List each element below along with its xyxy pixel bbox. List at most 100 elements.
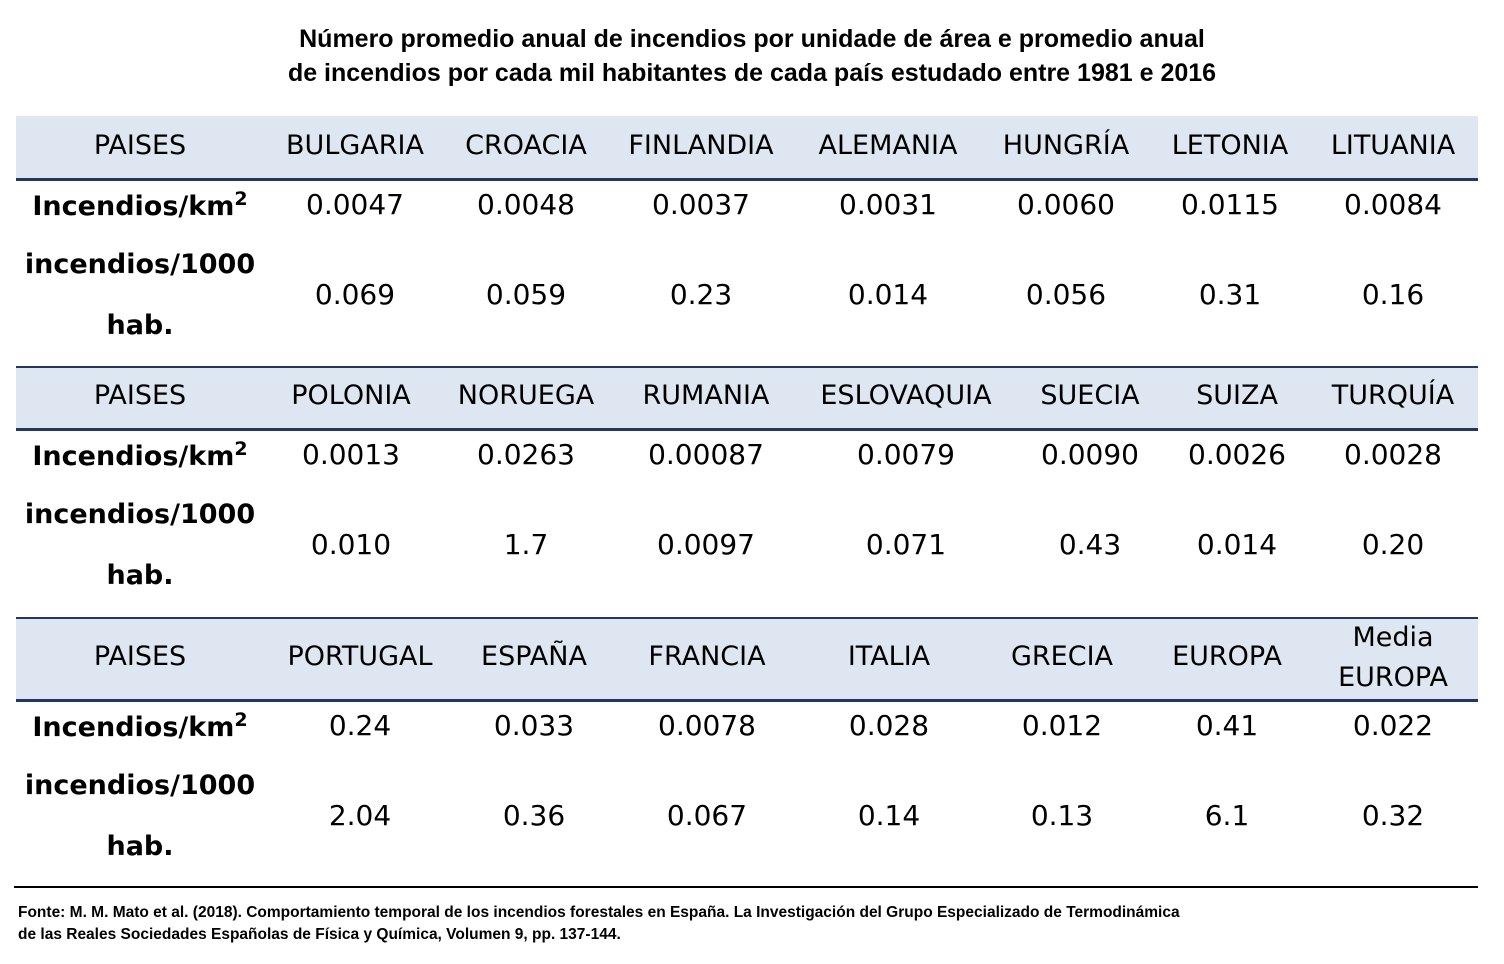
- header-label: PAISES: [93, 380, 187, 411]
- value-per-1000: 0.43: [1058, 528, 1122, 561]
- header-rule: [16, 178, 1478, 181]
- header-rule: [16, 699, 1478, 702]
- block-top-rule: [16, 366, 1478, 368]
- value-per-km2: 0.028: [848, 709, 930, 742]
- value-per-km2: 0.0263: [477, 438, 575, 471]
- bottom-rule: [14, 886, 1478, 888]
- value-per-km2: 0.022: [1352, 709, 1434, 742]
- value-per-1000: 0.067: [666, 799, 748, 832]
- value-per-1000: 0.014: [1196, 528, 1278, 561]
- country-header: HUNGRÍA: [1002, 130, 1130, 161]
- row-label-line: incendios/1000: [24, 770, 256, 801]
- value-per-1000: 0.13: [1030, 799, 1094, 832]
- row-label-line: hab.: [106, 560, 174, 591]
- value-per-1000: 0.32: [1361, 799, 1425, 832]
- row-label-per-1000: incendios/1000 hab.: [10, 484, 270, 606]
- value-per-1000: 1.7: [503, 528, 549, 561]
- source-line-1: Fonte: M. M. Mato et al. (2018). Comport…: [18, 904, 1180, 921]
- source-line-2: de las Reales Sociedades Españolas de Fí…: [18, 926, 621, 943]
- title-line-2: de incendios por cada mil habitantes de …: [287, 59, 1217, 87]
- country-header: BULGARIA: [286, 130, 424, 161]
- country-header: Media EUROPA: [1293, 618, 1493, 698]
- country-header: ESLOVAQUIA: [820, 380, 992, 411]
- country-header: SUIZA: [1196, 380, 1278, 411]
- table-block-3: PAISES PORTUGAL ESPAÑA FRANCIA ITALIA GRECIA E…: [16, 617, 1478, 884]
- value-per-km2: 0.0079: [857, 438, 955, 471]
- value-per-1000: 0.069: [314, 278, 396, 311]
- source-citation: Fonte: M. M. Mato et al. (2018). Comport…: [18, 902, 1180, 946]
- value-per-km2: 0.0013: [302, 438, 400, 471]
- header-label: PAISES: [93, 130, 187, 161]
- value-per-km2: 0.41: [1195, 709, 1259, 742]
- value-per-km2: 0.0115: [1181, 188, 1279, 221]
- country-header: SUECIA: [1040, 380, 1140, 411]
- header-row: [16, 617, 1478, 699]
- country-header: ITALIA: [847, 641, 931, 672]
- value-per-km2: 0.0060: [1017, 188, 1115, 221]
- country-header-part: EUROPA: [1338, 662, 1448, 693]
- country-header: FINLANDIA: [628, 130, 774, 161]
- value-per-km2: 0.0084: [1344, 188, 1442, 221]
- value-per-1000: 0.16: [1361, 278, 1425, 311]
- row-label-text: Incendios/km: [32, 441, 235, 472]
- row-label-per-1000: incendios/1000 hab.: [10, 755, 270, 877]
- value-per-km2: 0.0047: [306, 188, 404, 221]
- value-per-km2: 0.0090: [1041, 438, 1139, 471]
- value-per-1000: 0.36: [502, 799, 566, 832]
- country-header: ALEMANIA: [818, 130, 958, 161]
- table-title: Número promedio anual de incendios por u…: [0, 22, 1504, 90]
- table-block-1: PAISES BULGARIA CROACIA FINLANDIA ALEMANIA HU…: [16, 116, 1478, 363]
- row-label-per-km2: Incendios/km2: [20, 709, 260, 743]
- row-label-line: incendios/1000: [24, 249, 256, 280]
- row-label-text: Incendios/km: [32, 191, 235, 222]
- country-header: RUMANIA: [642, 380, 770, 411]
- value-per-km2: 0.0028: [1344, 438, 1442, 471]
- value-per-km2: 0.012: [1021, 709, 1103, 742]
- header-row: [16, 366, 1478, 428]
- country-header: GRECIA: [1010, 641, 1114, 672]
- header-row: [16, 116, 1478, 178]
- row-label-superscript: 2: [234, 188, 248, 210]
- block-top-rule: [16, 617, 1478, 619]
- country-header: EUROPA: [1172, 641, 1282, 672]
- row-label-line: hab.: [106, 831, 174, 862]
- value-per-km2: 0.0026: [1188, 438, 1286, 471]
- country-header: ESPAÑA: [481, 641, 587, 672]
- value-per-1000: 0.056: [1025, 278, 1107, 311]
- row-label-line: incendios/1000: [24, 499, 256, 530]
- value-per-1000: 0.14: [857, 799, 921, 832]
- table-block-2: PAISES POLONIA NORUEGA RUMANIA ESLOVAQUIA SUE…: [16, 366, 1478, 613]
- value-per-1000: 2.04: [328, 799, 392, 832]
- value-per-km2: 0.00087: [648, 438, 764, 471]
- title-line-1: Número promedio anual de incendios por u…: [299, 25, 1205, 53]
- value-per-km2: 0.033: [493, 709, 575, 742]
- row-label-superscript: 2: [234, 709, 248, 731]
- value-per-km2: 0.0078: [658, 709, 756, 742]
- row-label-per-km2: Incendios/km2: [20, 438, 260, 472]
- country-header: POLONIA: [291, 380, 411, 411]
- value-per-km2: 0.24: [328, 709, 392, 742]
- value-per-1000: 0.014: [847, 278, 929, 311]
- row-label-line: hab.: [106, 310, 174, 341]
- row-label-text: Incendios/km: [32, 712, 235, 743]
- value-per-km2: 0.0031: [839, 188, 937, 221]
- country-header-part: Media: [1352, 622, 1434, 653]
- country-header: LITUANIA: [1330, 130, 1456, 161]
- value-per-1000: 0.010: [310, 528, 392, 561]
- value-per-1000: 0.0097: [657, 528, 755, 561]
- country-header: PORTUGAL: [287, 641, 433, 672]
- country-header: NORUEGA: [457, 380, 595, 411]
- country-header: LETONIA: [1171, 130, 1289, 161]
- header-rule: [16, 428, 1478, 431]
- value-per-km2: 0.0037: [652, 188, 750, 221]
- row-label-per-km2: Incendios/km2: [20, 188, 260, 222]
- value-per-1000: 6.1: [1204, 799, 1250, 832]
- country-header: TURQUÍA: [1331, 380, 1455, 411]
- value-per-1000: 0.071: [865, 528, 947, 561]
- value-per-1000: 0.31: [1198, 278, 1262, 311]
- value-per-1000: 0.23: [669, 278, 733, 311]
- value-per-1000: 0.20: [1361, 528, 1425, 561]
- value-per-km2: 0.0048: [477, 188, 575, 221]
- row-label-superscript: 2: [234, 438, 248, 460]
- header-label: PAISES: [93, 641, 187, 672]
